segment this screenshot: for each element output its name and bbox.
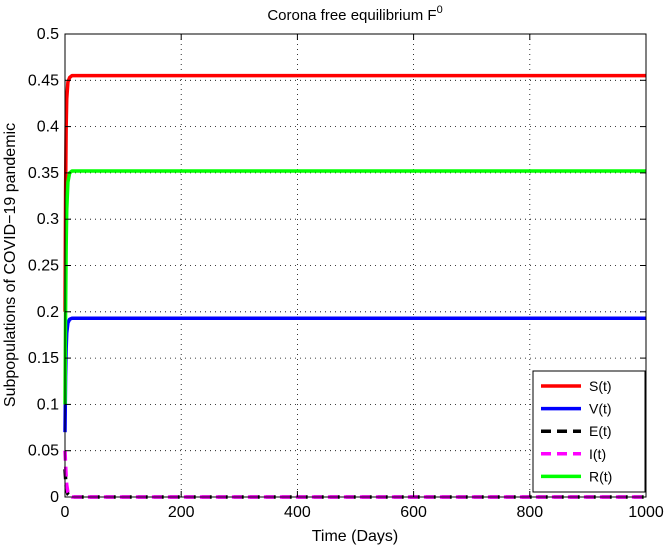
y-tick-label: 0.35: [28, 165, 59, 182]
legend-label: R(t): [589, 468, 612, 484]
axis-ticks: [64, 33, 647, 498]
y-tick-label: 0.15: [28, 350, 59, 367]
y-tick-label: 0.3: [37, 211, 59, 228]
y-tick-label: 0.05: [28, 443, 59, 460]
x-tick-label: 800: [516, 504, 543, 521]
legend-label: S(t): [589, 378, 612, 394]
x-tick-label: 400: [284, 504, 311, 521]
x-tick-label: 600: [400, 504, 427, 521]
chart-title-text: Corona free equilibrium F: [267, 7, 436, 24]
legend-label: I(t): [589, 446, 606, 462]
legend-label: E(t): [589, 423, 612, 439]
y-tick-label: 0.25: [28, 258, 59, 275]
y-tick-label: 0.45: [28, 72, 59, 89]
series-line-rt: [63, 169, 646, 405]
y-tick-label: 0.4: [37, 119, 59, 136]
x-tick-label: 0: [61, 504, 70, 521]
y-tick-label: 0.5: [37, 26, 59, 43]
x-axis-title: Time (Days): [312, 528, 399, 545]
legend: S(t) V(t) E(t) I(t) R(t): [532, 370, 646, 493]
x-tick-label: 200: [168, 504, 195, 521]
y-tick-label: 0: [50, 489, 59, 506]
tick-labels: 0 200 400 600 800 1000 0 0.05 0.1 0.15 0.2 0.25 0.3 0…: [28, 26, 664, 521]
series-line-st: [63, 73, 646, 312]
grid-lines: [65, 34, 646, 497]
legend-box: [532, 370, 646, 493]
y-tick-label: 0.1: [37, 396, 59, 413]
legend-label: V(t): [589, 401, 612, 417]
y-tick-label: 0.2: [37, 304, 59, 321]
x-tick-label: 1000: [628, 504, 664, 521]
chart-title-superscript: 0: [437, 4, 443, 16]
chart-title: Corona free equilibrium F0: [267, 4, 442, 24]
y-axis-title: Subpopulations of COVID−19 pandemic: [2, 123, 19, 407]
